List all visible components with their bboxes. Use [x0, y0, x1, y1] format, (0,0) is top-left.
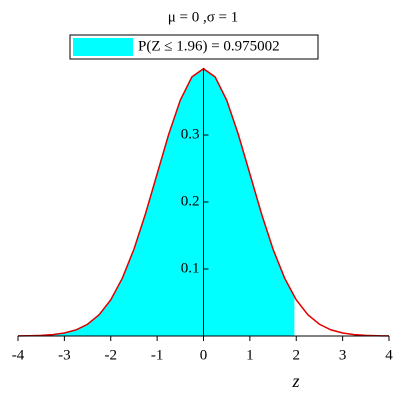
- x-tick-label: -3: [58, 347, 71, 363]
- x-tick-label: -1: [151, 347, 164, 363]
- x-tick-label: -4: [12, 347, 25, 363]
- x-tick-label: -2: [105, 347, 118, 363]
- x-tick-label: 1: [246, 347, 254, 363]
- legend: P(Z ≤ 1.96) = 0.975002: [69, 34, 319, 60]
- chart-title: μ = 0 ,σ = 1: [168, 9, 239, 25]
- x-tick-label: 2: [293, 347, 301, 363]
- x-tick-label: 4: [385, 347, 393, 363]
- legend-swatch: [73, 38, 133, 56]
- x-tick-label: 3: [339, 347, 347, 363]
- shaded-area: [18, 68, 295, 337]
- y-tick-label: 0.1: [181, 260, 200, 276]
- legend-label: P(Z ≤ 1.96) = 0.975002: [138, 38, 280, 54]
- y-tick-label: 0.2: [181, 193, 200, 209]
- y-tick-label: 0.3: [181, 126, 200, 142]
- x-tick-label: 0: [200, 347, 208, 363]
- x-axis-label: z: [291, 371, 299, 391]
